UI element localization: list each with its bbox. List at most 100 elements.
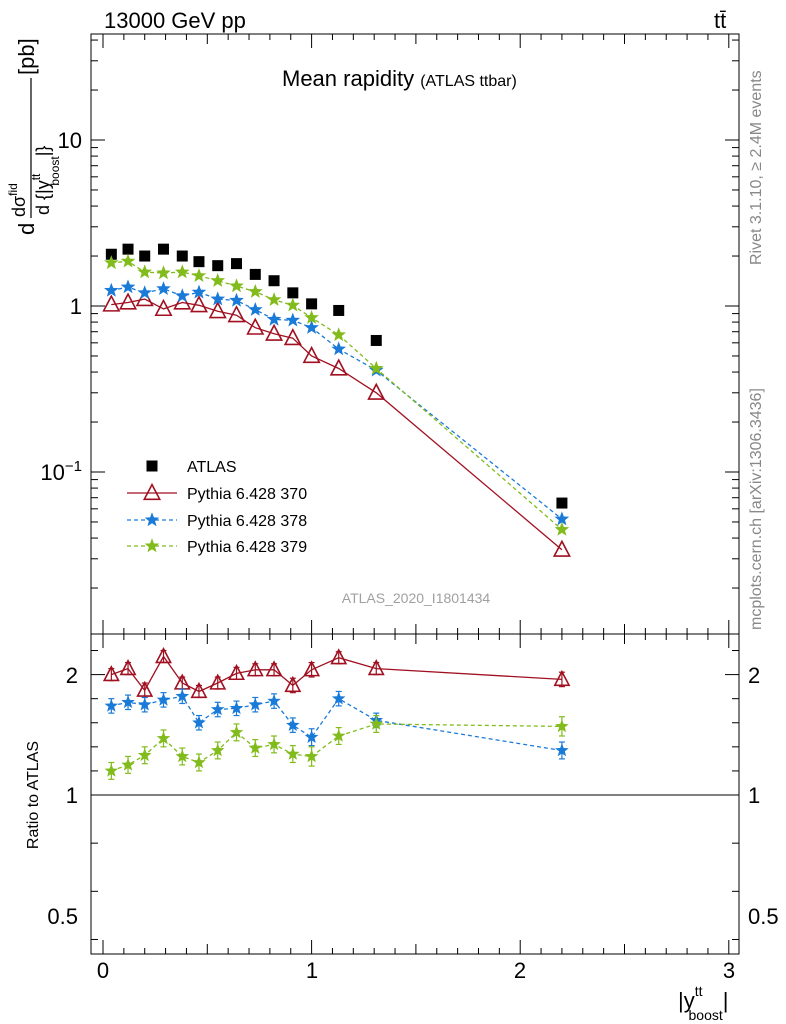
data-point <box>154 298 173 317</box>
main-axis-ticks <box>91 34 739 634</box>
ratio-point <box>331 691 346 705</box>
ratio-point <box>229 701 244 715</box>
series-0 <box>105 243 568 509</box>
data-point <box>556 497 568 509</box>
data-point <box>227 305 246 323</box>
data-point <box>302 345 321 364</box>
data-point <box>208 301 227 319</box>
data-point <box>120 279 136 294</box>
data-point <box>210 291 226 306</box>
data-point <box>331 327 346 342</box>
data-point <box>119 292 138 310</box>
data-point <box>156 281 171 295</box>
series-line <box>111 286 563 520</box>
x-tick-label-2: 2 <box>514 958 526 983</box>
ratio-y-tick-2-left: 2 <box>66 663 78 688</box>
ratio-point <box>367 659 385 676</box>
ratio-point <box>192 755 206 769</box>
svg-text:[pb]: [pb] <box>14 38 39 75</box>
ratio-line <box>111 723 562 772</box>
ratio-point <box>210 702 225 716</box>
data-point <box>554 511 570 526</box>
ratio-point <box>175 749 190 763</box>
ratio-plot-panel: 2 1 0.5 2 1 0.5 Ratio to ATLAS 0 1 2 3 |… <box>25 633 779 1023</box>
data-point <box>229 292 244 307</box>
data-point <box>189 295 208 313</box>
data-point <box>176 250 188 262</box>
data-point <box>266 311 282 326</box>
data-point <box>193 256 205 268</box>
ratio-point <box>156 692 171 706</box>
data-point <box>367 382 386 400</box>
data-point <box>248 284 263 298</box>
x-tick-label-0: 0 <box>97 958 109 983</box>
svg-text:dσfid: dσfid <box>6 183 29 217</box>
legend-marker <box>142 482 162 501</box>
data-point <box>368 360 384 375</box>
ratio-axis-ticks <box>91 634 739 954</box>
ratio-point <box>369 716 384 730</box>
data-point <box>331 341 346 356</box>
ratio-point <box>155 647 172 664</box>
data-point <box>231 258 243 270</box>
data-point <box>333 304 345 316</box>
data-point <box>122 243 134 255</box>
data-point <box>304 320 319 334</box>
data-point <box>137 285 152 300</box>
data-point <box>174 288 190 303</box>
main-title-text: Mean rapidity <box>282 66 414 91</box>
data-point <box>287 287 299 299</box>
legend-marker <box>144 538 160 553</box>
ratio-point <box>119 659 137 676</box>
ratio-point <box>156 731 171 745</box>
y-tick-label-10: 10 <box>58 128 82 153</box>
data-point <box>191 284 207 299</box>
legend-label: Pythia 6.428 378 <box>187 513 307 530</box>
ratio-point <box>121 695 135 709</box>
ratio-point <box>190 681 208 699</box>
y-tick-label-1: 1 <box>70 294 82 319</box>
data-point <box>304 310 319 324</box>
ratio-line <box>111 695 563 752</box>
main-plot-panel: Mean rapidity (ATLAS ttbar) ATLAS_2020_I… <box>6 33 740 635</box>
data-point <box>191 268 207 282</box>
data-point <box>104 255 119 270</box>
data-point <box>212 260 224 272</box>
ratio-series-2 <box>104 714 569 780</box>
ratio-point <box>286 718 300 731</box>
data-point <box>285 312 301 327</box>
data-point <box>329 358 348 376</box>
legend-label: Pythia 6.428 379 <box>187 539 307 556</box>
series-line <box>111 260 563 531</box>
ratio-point <box>248 740 263 754</box>
ratio-point <box>553 669 571 687</box>
ratio-point <box>246 660 264 677</box>
data-point <box>105 248 117 260</box>
x-tick-label-3: 3 <box>723 958 735 983</box>
y-tick-label-0.1: 10−1 <box>40 458 82 485</box>
ratio-series-layer <box>102 647 571 780</box>
ratio-point <box>303 660 321 677</box>
mcplots-label: mcplots.cern.ch [arXiv:1306.3436] <box>748 388 765 630</box>
data-point <box>285 297 301 312</box>
ratio-y-tick-0.5-right: 0.5 <box>748 904 779 929</box>
data-point <box>120 253 136 268</box>
ratio-point <box>304 730 319 743</box>
data-point <box>266 292 282 306</box>
data-point <box>137 264 152 279</box>
ratio-point <box>248 697 263 711</box>
ratio-point <box>267 693 281 707</box>
data-point <box>104 282 119 297</box>
ratio-plot-frame <box>90 633 740 955</box>
ratio-y-tick-2-right: 2 <box>748 663 760 688</box>
data-point <box>554 521 570 536</box>
ratio-point <box>121 757 135 771</box>
main-title: Mean rapidity (ATLAS ttbar) <box>282 66 517 91</box>
data-point <box>370 334 382 346</box>
ratio-point <box>304 749 319 763</box>
data-point <box>229 278 244 293</box>
data-point <box>246 317 265 335</box>
ratio-point <box>265 660 283 677</box>
ratio-y-tick-1-left: 1 <box>66 783 78 808</box>
